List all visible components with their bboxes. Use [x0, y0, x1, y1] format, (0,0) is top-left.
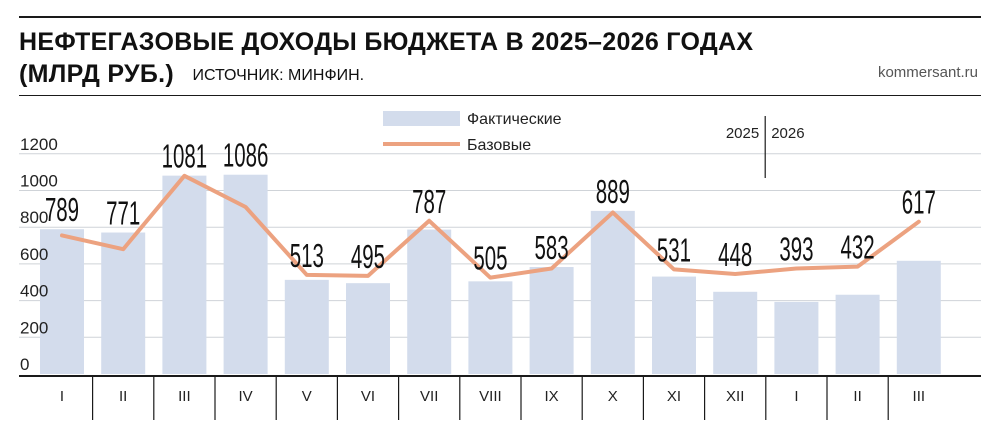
bar [774, 301, 819, 374]
bar [468, 281, 513, 374]
data-label: 393 [779, 230, 813, 267]
bar [223, 174, 268, 374]
bar [896, 260, 941, 374]
label-layer: 789 771 1081 1086 513 495 787 505 583 889 531 448 39… [45, 137, 936, 277]
data-label: 513 [290, 237, 324, 274]
bar [162, 175, 207, 374]
x-tick-label: VII [420, 388, 438, 405]
x-tick-label: XII [726, 388, 744, 405]
x-tick-label: IX [545, 388, 559, 405]
x-tick-label: V [302, 388, 312, 405]
legend-swatch-bar [383, 111, 460, 126]
data-label: 583 [535, 229, 569, 266]
x-tick-label: VI [361, 388, 375, 405]
year-label: 2026 [771, 125, 804, 142]
y-tick-label: 0 [20, 355, 29, 374]
line-layer [60, 173, 921, 280]
data-label: 1086 [223, 137, 268, 174]
x-tick-label: I [794, 388, 798, 405]
legend-label: Базовые [467, 137, 531, 154]
data-label: 771 [106, 194, 140, 231]
year-label: 2025 [726, 125, 759, 142]
y-tick-label: 400 [20, 282, 48, 301]
x-tick-label: III [178, 388, 191, 405]
x-tick-label: X [608, 388, 618, 405]
y-tick-label: 800 [20, 208, 48, 227]
legend-label: Фактические [467, 111, 562, 128]
x-tick-label: II [853, 388, 861, 405]
bar [835, 294, 880, 374]
chart-title: НЕФТЕГАЗОВЫЕ ДОХОДЫ БЮДЖЕТА В 2025–2026 … [19, 28, 754, 56]
bar [652, 276, 696, 374]
brand-link[interactable]: kommersant.ru [877, 64, 978, 81]
top-rule [19, 16, 981, 18]
data-label: 787 [412, 183, 446, 220]
series-line-bazovye [60, 173, 921, 280]
chart-unit: (МЛРД РУБ.) [19, 60, 174, 88]
x-tick-label: I [60, 388, 64, 405]
data-label: 617 [902, 184, 936, 221]
data-label: 505 [473, 240, 507, 277]
header-rule [19, 95, 981, 96]
x-tick-label: IV [239, 388, 253, 405]
data-label: 432 [841, 229, 875, 266]
y-tick-label: 200 [20, 318, 48, 337]
data-label: 889 [596, 173, 630, 210]
data-label: 448 [718, 236, 752, 273]
bar [407, 229, 452, 374]
bar [284, 279, 329, 374]
bar [713, 291, 758, 374]
y-tick-label: 1000 [20, 172, 58, 191]
x-tick-label: III [913, 388, 926, 405]
legend-layer: 2025 2026 Фактические Базовые [383, 111, 805, 178]
bar [40, 229, 84, 374]
chart-source: ИСТОЧНИК: МИНФИН. [192, 67, 365, 84]
bar [101, 232, 146, 374]
bar [590, 210, 635, 374]
bar [529, 267, 574, 374]
bar [346, 283, 390, 374]
bar-layer [40, 174, 941, 374]
x-tick-label: II [119, 388, 127, 405]
data-label: 495 [351, 238, 385, 275]
data-label: 789 [45, 191, 79, 228]
x-tick-label: VIII [479, 388, 502, 405]
x-tick-label: XI [667, 388, 681, 405]
data-label: 1081 [162, 138, 207, 175]
y-tick-label: 1200 [20, 135, 58, 154]
subtitle-row: (МЛРД РУБ.) ИСТОЧНИК: МИНФИН. [19, 60, 364, 89]
y-tick-label: 600 [20, 245, 48, 264]
data-label: 531 [657, 231, 691, 268]
